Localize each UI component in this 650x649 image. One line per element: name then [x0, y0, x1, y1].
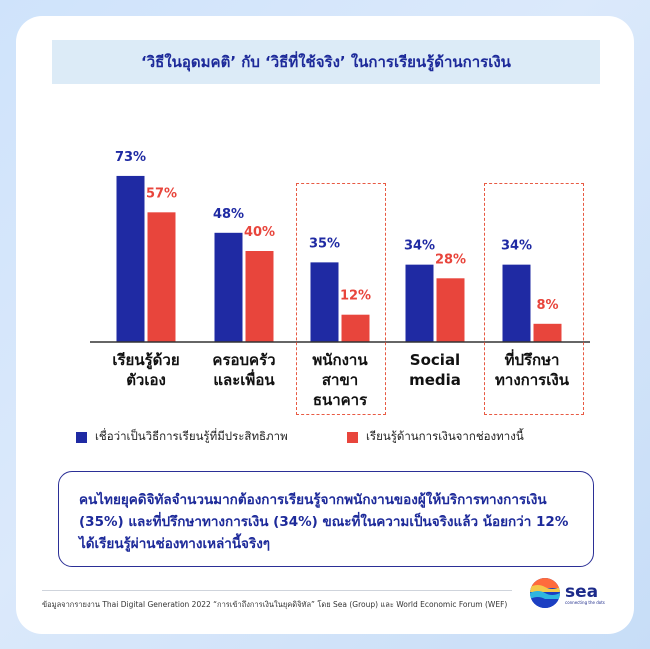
category-label-line: พนักงาน — [312, 351, 368, 369]
data-label-s1-c1: 40% — [244, 225, 275, 240]
category-label-line: Social — [409, 351, 461, 369]
data-label-s0-c1: 48% — [213, 207, 244, 222]
legend-swatch-blue — [76, 431, 87, 443]
bar-s0-c1 — [214, 232, 243, 342]
data-label-s1-c0: 57% — [146, 186, 177, 201]
sea-logo-icon — [530, 578, 560, 608]
legend-item-effective: เชื่อว่าเป็นวิธีการเรียนรู้ที่มีประสิทธิ… — [76, 428, 288, 446]
footer-divider — [42, 590, 512, 591]
data-label-s0-c4: 34% — [501, 239, 532, 254]
highlight-box-financial-advisor — [484, 183, 584, 415]
bar-s0-c2 — [310, 262, 339, 342]
bar-s1-c0 — [147, 212, 176, 342]
category-label-1: ครอบครัวและเพื่อน — [189, 350, 299, 390]
sea-logo: sea connecting the dots — [530, 578, 605, 608]
bar-s0-c3 — [405, 264, 434, 342]
category-label-3: Social media — [380, 350, 490, 390]
category-label-line: ธนาคาร — [312, 391, 368, 409]
bar-s1-c4 — [533, 323, 562, 342]
highlight-box-bank-staff — [296, 183, 386, 415]
category-label-2: พนักงานสาขาธนาคาร — [285, 350, 395, 410]
category-label-line: ครอบครัว — [212, 351, 276, 369]
sea-logo-tagline: connecting the dots — [565, 599, 605, 605]
category-label-line: media — [409, 371, 461, 389]
data-label-s0-c0: 73% — [115, 150, 146, 165]
chart-title: ‘วิธีในอุดมคติ’ กับ ‘วิธีที่ใช้จริง’ ในก… — [141, 53, 511, 71]
bar-s0-c0 — [116, 175, 145, 342]
legend-label-actual: เรียนรู้ด้านการเงินจากช่องทางนี้ — [366, 429, 524, 443]
bar-s1-c1 — [245, 251, 274, 342]
data-label-s1-c3: 28% — [435, 252, 466, 267]
bar-s1-c3 — [436, 278, 465, 342]
bar-s1-c2 — [341, 314, 370, 342]
data-label-s1-c2: 12% — [340, 289, 371, 304]
bar-s0-c4 — [502, 264, 531, 342]
category-label-4: ที่ปรึกษาทางการเงิน — [477, 350, 587, 390]
category-label-line: สาขา — [321, 371, 359, 389]
key-insight-box: คนไทยยุคดิจิทัลจำนวนมากต้องการเรียนรู้จา… — [58, 471, 594, 567]
data-label-s0-c2: 35% — [309, 236, 340, 251]
sea-logo-text: sea — [565, 581, 599, 602]
title-banner: ‘วิธีในอุดมคติ’ กับ ‘วิธีที่ใช้จริง’ ในก… — [52, 40, 600, 84]
category-label-line: ทางการเงิน — [495, 371, 569, 389]
legend-label-effective: เชื่อว่าเป็นวิธีการเรียนรู้ที่มีประสิทธิ… — [95, 429, 288, 443]
category-label-line: ที่ปรึกษา — [504, 351, 560, 369]
legend-swatch-red — [347, 431, 358, 443]
key-insight-text: คนไทยยุคดิจิทัลจำนวนมากต้องการเรียนรู้จา… — [79, 492, 569, 552]
category-label-line: ตัวเอง — [126, 371, 166, 389]
category-label-0: เรียนรู้ด้วยตัวเอง — [91, 350, 201, 390]
data-label-s1-c4: 8% — [536, 298, 558, 313]
data-label-s0-c3: 34% — [404, 239, 435, 254]
source-citation: ข้อมูลจากรายงาน Thai Digital Generation … — [42, 600, 508, 609]
legend-item-actual: เรียนรู้ด้านการเงินจากช่องทางนี้ — [347, 428, 524, 446]
category-label-line: และเพื่อน — [213, 371, 275, 389]
category-label-line: เรียนรู้ด้วย — [112, 351, 180, 369]
